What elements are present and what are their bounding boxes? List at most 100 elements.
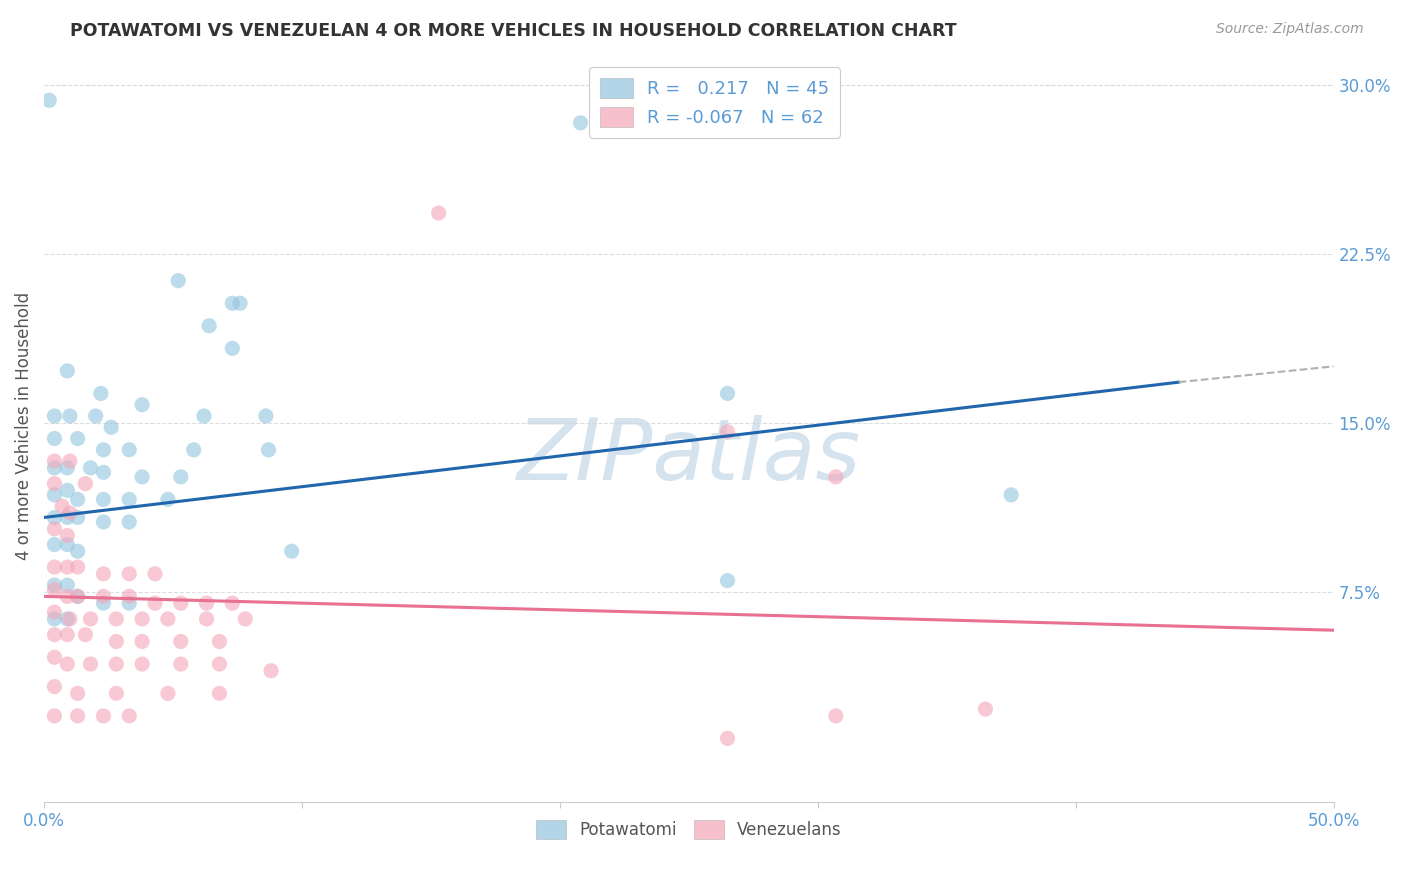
Point — [105, 612, 128, 626]
Point — [118, 596, 141, 610]
Point — [56, 657, 79, 671]
Point — [44, 510, 66, 524]
Point — [59, 409, 82, 423]
Point — [118, 590, 141, 604]
Point — [93, 596, 115, 610]
Point — [824, 709, 846, 723]
Y-axis label: 4 or more Vehicles in Household: 4 or more Vehicles in Household — [15, 292, 32, 560]
Point — [257, 442, 280, 457]
Point — [66, 560, 89, 574]
Point — [44, 582, 66, 597]
Point — [170, 657, 193, 671]
Point — [156, 686, 179, 700]
Point — [427, 206, 450, 220]
Point — [90, 386, 112, 401]
Point — [195, 596, 218, 610]
Point — [93, 442, 115, 457]
Point — [66, 709, 89, 723]
Point — [569, 116, 592, 130]
Point — [716, 731, 738, 746]
Point — [44, 476, 66, 491]
Point — [143, 596, 166, 610]
Point — [156, 492, 179, 507]
Text: Source: ZipAtlas.com: Source: ZipAtlas.com — [1216, 22, 1364, 37]
Point — [44, 409, 66, 423]
Point — [195, 612, 218, 626]
Point — [56, 590, 79, 604]
Point — [44, 628, 66, 642]
Point — [75, 628, 97, 642]
Point — [51, 499, 73, 513]
Point — [66, 590, 89, 604]
Point — [79, 657, 101, 671]
Point — [44, 488, 66, 502]
Point — [44, 460, 66, 475]
Point — [56, 510, 79, 524]
Text: ZIPatlas: ZIPatlas — [516, 415, 860, 498]
Point — [66, 492, 89, 507]
Point — [56, 364, 79, 378]
Point — [66, 510, 89, 524]
Point — [208, 686, 231, 700]
Point — [75, 476, 97, 491]
Point — [44, 578, 66, 592]
Point — [84, 409, 107, 423]
Point — [44, 680, 66, 694]
Point — [131, 634, 153, 648]
Point — [93, 566, 115, 581]
Point — [208, 634, 231, 648]
Point — [229, 296, 252, 310]
Text: POTAWATOMI VS VENEZUELAN 4 OR MORE VEHICLES IN HOUSEHOLD CORRELATION CHART: POTAWATOMI VS VENEZUELAN 4 OR MORE VEHIC… — [70, 22, 957, 40]
Point — [38, 93, 60, 107]
Point — [221, 342, 243, 356]
Point — [183, 442, 205, 457]
Point — [44, 612, 66, 626]
Point — [56, 460, 79, 475]
Point — [118, 515, 141, 529]
Point — [59, 612, 82, 626]
Point — [93, 590, 115, 604]
Point — [56, 578, 79, 592]
Point — [66, 590, 89, 604]
Point — [233, 612, 256, 626]
Point — [131, 398, 153, 412]
Point — [198, 318, 221, 333]
Point — [118, 566, 141, 581]
Point — [44, 454, 66, 468]
Point — [716, 386, 738, 401]
Point — [59, 506, 82, 520]
Point — [44, 432, 66, 446]
Point — [59, 454, 82, 468]
Point — [44, 522, 66, 536]
Point — [66, 686, 89, 700]
Point — [56, 537, 79, 551]
Point — [44, 605, 66, 619]
Point — [716, 574, 738, 588]
Point — [131, 612, 153, 626]
Point — [56, 483, 79, 498]
Point — [118, 492, 141, 507]
Point — [260, 664, 283, 678]
Point — [974, 702, 997, 716]
Point — [79, 612, 101, 626]
Point — [221, 296, 243, 310]
Point — [1000, 488, 1022, 502]
Point — [716, 425, 738, 439]
Legend: Potawatomi, Venezuelans: Potawatomi, Venezuelans — [530, 814, 848, 846]
Point — [105, 657, 128, 671]
Point — [167, 274, 190, 288]
Point — [56, 612, 79, 626]
Point — [170, 596, 193, 610]
Point — [170, 470, 193, 484]
Point — [44, 650, 66, 665]
Point — [66, 432, 89, 446]
Point — [254, 409, 277, 423]
Point — [824, 470, 846, 484]
Point — [280, 544, 302, 558]
Point — [208, 657, 231, 671]
Point — [100, 420, 122, 434]
Point — [93, 466, 115, 480]
Point — [118, 709, 141, 723]
Point — [105, 634, 128, 648]
Point — [56, 560, 79, 574]
